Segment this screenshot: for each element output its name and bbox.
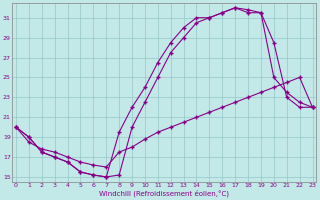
X-axis label: Windchill (Refroidissement éolien,°C): Windchill (Refroidissement éolien,°C) <box>99 190 229 197</box>
